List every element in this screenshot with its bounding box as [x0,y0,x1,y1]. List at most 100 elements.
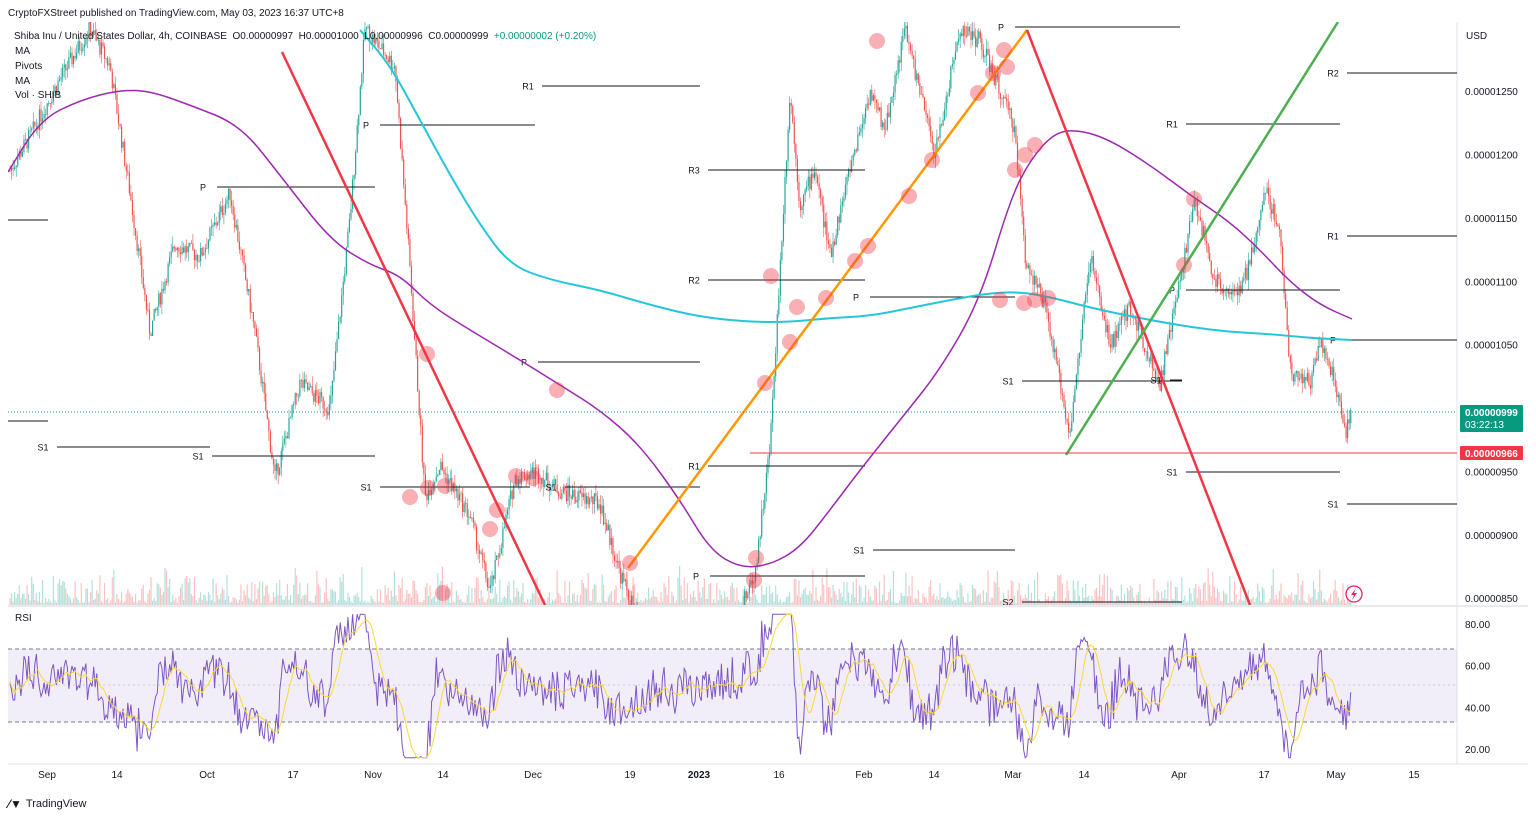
main-pane[interactable] [8,22,1457,605]
candle-body [886,112,888,130]
volume-bar [1052,596,1054,605]
indicator-volume[interactable]: Vol · SHIB [15,90,62,101]
candle-body [855,149,857,152]
candle-body [637,606,638,617]
volume-bar [195,600,197,605]
candle-body [996,74,998,77]
volume-bar [29,600,31,605]
candle-body [801,206,803,210]
volume-bar [613,589,616,605]
candle-body [1340,401,1343,415]
candle-body [1023,216,1025,236]
volume-bar [1323,598,1325,605]
symbol-legend[interactable]: Shiba Inu / United States Dollar, 4h, CO… [14,31,596,42]
indicator-pivots[interactable]: Pivots [15,61,43,72]
volume-bar [1001,600,1003,605]
volume-bar [241,601,244,605]
volume-bar [950,598,952,605]
candle-body [656,630,657,635]
volume-bar [449,602,451,605]
indicator-ma-2[interactable]: MA [15,76,30,87]
candle-body [314,389,316,402]
candle-body [162,288,165,291]
candle-body [640,617,641,618]
candle-body [741,608,742,620]
candle-body [1192,209,1194,222]
volume-bar [186,575,188,605]
candle-body [1330,366,1332,375]
volume-bar [156,583,158,605]
candle-body [609,525,611,545]
time-axis[interactable]: Sep 14 Oct 17 Nov 14 Dec 19 2023 16 Feb 14 Mar 14 Apr 1… [38,770,1420,781]
last-price-value: 0.00000999 [1465,408,1518,419]
candle-body [1306,373,1308,381]
volume-bar [869,596,871,605]
volume-bar [550,602,552,605]
candle-body [1320,339,1322,347]
candle-body [1331,367,1333,375]
candle-body [1280,229,1282,247]
volume-bar [894,602,896,605]
candle-body [1167,338,1169,354]
pivot-label: P [1330,336,1336,346]
candle-body [1102,309,1104,316]
candle-body [993,73,995,86]
volume-bar [480,589,482,605]
candle-body [676,646,677,647]
volume-bar [297,593,299,605]
volume-bar [905,573,907,605]
time-tick-label: Nov [364,770,382,781]
candle-body [21,151,23,157]
volume-bar [545,602,547,605]
candle-body [277,463,279,475]
candle-body [1040,283,1042,294]
volume-bar [649,598,651,605]
volume-bar [1331,602,1333,605]
candle-body [617,560,619,563]
volume-bar [920,602,922,605]
touch-marker [482,521,498,537]
volume-bar [418,601,420,605]
volume-bar [789,592,791,605]
trend-line-red-1 [280,51,547,605]
candle-body [626,579,628,591]
volume-bar [1198,586,1200,605]
candle-body [1009,108,1011,111]
indicator-ma-1[interactable]: MA [15,46,30,57]
tradingview-footer[interactable]: ⁄▼ TradingView [8,797,86,811]
volume-bar [148,589,151,605]
time-tick-label: 14 [1078,770,1090,781]
volume-bar [781,602,783,605]
candle-body [1326,358,1329,360]
volume-bar [1178,600,1180,605]
candle-body [489,585,492,588]
candle-body [161,288,163,305]
candle-body [345,247,347,274]
candle-body [1337,394,1339,398]
candle-body [871,89,873,101]
price-axis[interactable]: 0.000012500.000012000.000011500.00001100… [1465,87,1518,605]
volume-bar [770,593,772,605]
pivot-label: R1 [688,462,700,472]
volume-bar [1240,586,1242,605]
candle-body [20,151,22,157]
volume-bar [530,599,532,605]
volume-bar [981,602,983,605]
candle-body [412,293,414,321]
volume-bar [551,599,554,605]
volume-bar [350,601,352,605]
volume-bar [711,602,713,605]
volume-bar [196,602,199,605]
volume-bar [122,602,124,605]
volume-bar [612,601,614,605]
candle-body [255,328,258,337]
volume-bar [846,581,848,605]
volume-bar [435,602,437,605]
ma-cyan-line [359,29,1353,341]
rsi-legend[interactable]: RSI [15,613,32,624]
volume-bar [1299,600,1301,605]
volume-bar [1283,595,1285,605]
candle-body [159,293,161,305]
alert-lightning-icon[interactable] [1345,585,1363,603]
candle-body [1151,354,1153,369]
